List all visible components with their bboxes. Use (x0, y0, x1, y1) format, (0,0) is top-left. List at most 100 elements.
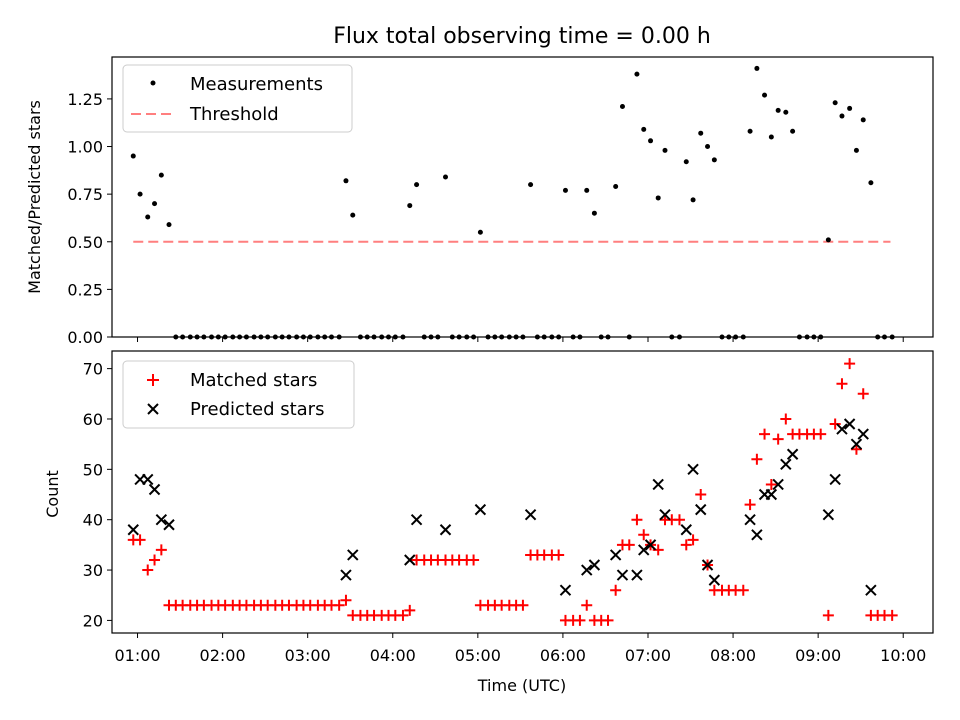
predicted-star-point (829, 473, 841, 486)
measurement-point (407, 203, 413, 209)
measurement-point (853, 147, 859, 153)
top-legend-box (122, 64, 353, 133)
legend-matched-label: Matched stars (190, 370, 317, 391)
bottom-y-tick-label: 40 (83, 511, 103, 530)
measurement-point (443, 174, 449, 180)
top-y-tick-label: 0.25 (67, 280, 103, 299)
bottom-x-tick-label: 10:00 (880, 646, 926, 665)
predicted-star-point (659, 508, 671, 521)
predicted-star-point (340, 569, 352, 581)
top-axes-frame (111, 56, 934, 338)
measurement-point (754, 65, 760, 71)
bottom-x-tick-label: 04:00 (370, 646, 416, 665)
predicted-star-point (404, 554, 416, 566)
bottom-legend: Matched stars Predicted stars (122, 360, 355, 429)
measurement-point (775, 107, 781, 113)
bottom-y-tick-label: 50 (83, 460, 103, 479)
matched-star-point (553, 549, 565, 561)
measurement-point (137, 191, 143, 197)
measurement-point (655, 195, 661, 201)
predicted-star-point (644, 539, 657, 551)
bottom-x-tick-label: 01:00 (114, 646, 160, 665)
top-y-axis-label: Matched/Predicted stars (25, 100, 44, 294)
predicted-star-point (708, 574, 721, 586)
matched-star-point (829, 418, 841, 430)
predicted-star-point (474, 503, 487, 516)
measurement-point (152, 201, 158, 207)
matched-star-point (759, 428, 771, 440)
predicted-star-point (744, 513, 756, 526)
measurement-point (762, 92, 768, 98)
predicted-star-point (163, 519, 175, 531)
matched-star-point (744, 499, 756, 511)
measurement-point (847, 105, 853, 111)
top-x-tick-marks (137, 337, 904, 342)
top-y-ticks: 0.00 0.25 0.50 0.75 1.00 1.25 (67, 90, 112, 347)
measurement-point (768, 134, 774, 140)
matched-star-point (673, 514, 685, 526)
bottom-x-tick-label: 07:00 (625, 646, 671, 665)
matched-star-point (836, 378, 848, 390)
bottom-axes-frame (111, 350, 934, 634)
matched-star-point (687, 534, 699, 546)
bottom-x-tick-label: 05:00 (455, 646, 501, 665)
matched-star-point (765, 478, 777, 490)
matched-star-point (638, 529, 650, 541)
measurement-point (705, 144, 711, 150)
matched-star-point (404, 604, 416, 616)
predicted-star-point (751, 529, 763, 541)
predicted-star-point (701, 559, 714, 571)
measurement-point (343, 178, 349, 184)
bottom-x-tick-label: 06:00 (540, 646, 586, 665)
legend-predicted-marker (147, 403, 159, 415)
matched-star-point (134, 534, 146, 546)
predicted-star-point (347, 549, 359, 561)
predicted-star-point (638, 544, 650, 556)
predicted-star-point (631, 569, 643, 581)
measurement-point (683, 159, 689, 165)
bottom-plot-marks (127, 358, 898, 626)
measurement-point (145, 214, 151, 220)
matched-star-point (340, 594, 352, 606)
measurement-point (790, 128, 796, 134)
top-y-tick-label: 1.25 (67, 90, 103, 109)
predicted-star-point (687, 463, 699, 476)
matched-star-point (155, 544, 167, 556)
measurement-point (584, 187, 590, 193)
matched-star-point (695, 489, 707, 501)
legend-measurements-marker (150, 80, 156, 86)
measurement-point (868, 180, 874, 186)
measurement-point (747, 128, 753, 134)
top-plot-marks (130, 65, 895, 340)
predicted-star-point (857, 428, 869, 440)
predicted-star-point (680, 524, 692, 536)
measurement-point (613, 184, 619, 190)
measurement-point (698, 130, 704, 136)
matched-star-point (623, 539, 635, 551)
predicted-star-point (609, 549, 622, 561)
predicted-star-point (822, 508, 835, 521)
predicted-star-point (524, 508, 537, 521)
matched-star-point (581, 599, 593, 611)
bottom-x-tick-label: 09:00 (795, 646, 841, 665)
matched-star-point (333, 599, 345, 611)
bottom-ticks: 20 30 40 50 60 70 01:00 02:00 03:00 04:00 05:00 06:… (83, 360, 927, 665)
bottom-legend-box (122, 360, 355, 429)
measurement-point (477, 229, 483, 235)
measurement-point (634, 71, 640, 77)
predicted-star-point (850, 438, 863, 450)
matched-star-point (602, 614, 614, 626)
bottom-y-tick-label: 20 (83, 611, 103, 630)
measurement-point (528, 182, 534, 188)
measurement-point (860, 117, 866, 123)
top-legend: Measurements Threshold (122, 64, 353, 133)
matched-star-point (857, 388, 869, 400)
measurement-point (825, 237, 831, 243)
measurement-point (591, 210, 597, 216)
matched-star-point (780, 413, 792, 425)
legend-measurements-label: Measurements (190, 74, 323, 95)
matched-star-point (149, 554, 161, 566)
predicted-star-point (652, 478, 664, 491)
predicted-star-point (155, 513, 168, 526)
